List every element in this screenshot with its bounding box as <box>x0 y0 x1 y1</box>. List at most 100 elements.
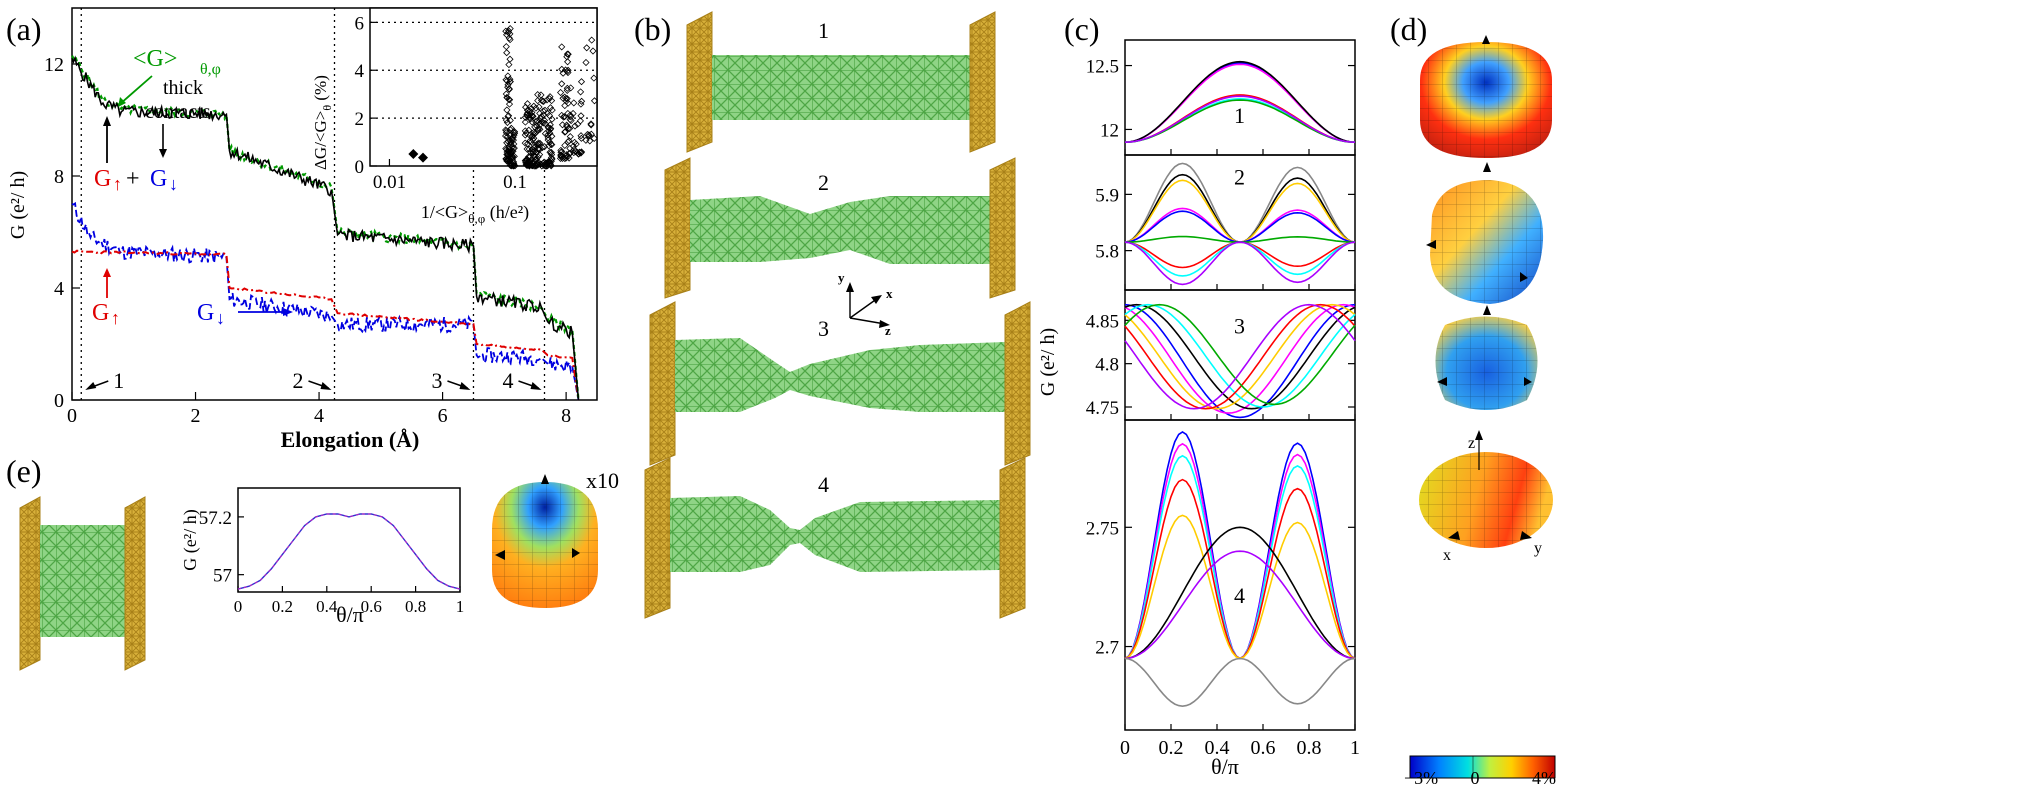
inset-point <box>583 44 591 52</box>
wire-1: 1 <box>686 11 996 153</box>
inset-point <box>585 132 593 140</box>
inset-point <box>577 78 586 86</box>
c-curve <box>1124 303 1356 410</box>
sphere1-mesh <box>1420 42 1552 158</box>
wire4-left-contact <box>644 457 671 619</box>
inset-frame <box>369 7 598 167</box>
sphere-4: z x y <box>1419 430 1553 564</box>
inset-point <box>546 104 555 112</box>
inset-point <box>583 130 592 139</box>
wire3-label: 3 <box>818 316 829 341</box>
inset-point <box>562 94 570 102</box>
gdown-label: G <box>197 300 214 326</box>
panel-label-c: (c) <box>1064 11 1100 47</box>
c-xtick-label: 0.4 <box>1205 737 1230 759</box>
a-ytick-label: 4 <box>54 278 64 300</box>
inset-point <box>506 77 514 86</box>
inset-point <box>546 148 554 156</box>
colorbar-mid: 0 <box>1471 768 1480 785</box>
inset-point <box>507 139 515 147</box>
wire4-label: 4 <box>818 472 829 497</box>
sphere3-z-arrow <box>1483 305 1491 315</box>
inset-point <box>545 95 553 103</box>
wire2-body <box>690 196 990 264</box>
c-curve <box>1124 241 1356 286</box>
e-wire <box>19 496 146 671</box>
a-region-markers: 1 2 3 4 <box>85 368 542 393</box>
inset-point <box>587 120 595 128</box>
inset-point <box>558 80 566 88</box>
triad-x-label: x <box>886 286 893 301</box>
a-gup-annotation: G ↑ <box>92 268 120 328</box>
inset-point <box>538 118 546 126</box>
c-ytick-label: 4.75 <box>1086 398 1119 419</box>
inset-point <box>535 103 543 111</box>
panel-label-a: (a) <box>6 11 42 47</box>
inset-point <box>534 97 542 105</box>
inset-point <box>536 120 544 128</box>
inset-point <box>571 138 579 146</box>
wire3-left-contact <box>649 301 676 466</box>
a-ytick-label: 8 <box>54 166 64 188</box>
c-ytick-label: 4.85 <box>1086 311 1119 332</box>
inset-point <box>508 134 516 142</box>
wire2-left-contact <box>664 157 691 299</box>
c-curve <box>1124 550 1356 660</box>
inset-point <box>547 157 555 165</box>
e-wire-body <box>40 525 125 637</box>
e-xtick-label: 1 <box>456 597 465 616</box>
inset-point <box>505 100 514 108</box>
inset-point <box>577 132 585 140</box>
c-subplot-number: 2 <box>1234 164 1245 189</box>
inset-point <box>569 109 577 118</box>
inset-point <box>540 111 548 119</box>
inset-point <box>525 145 533 153</box>
inset-point <box>564 58 572 66</box>
c-curve <box>1124 303 1356 410</box>
panel-c: (c) 12 12.5 1 5.8 5.9 2 4.75 4.8 4.85 3 2.7 2.75 4 0 0… <box>1037 11 1360 779</box>
inset-point <box>506 55 514 63</box>
inset-point <box>564 50 572 58</box>
e-plot-frame <box>237 487 461 593</box>
avg-subscript: θ,φ <box>200 61 221 78</box>
inset-xtick-label: 0.01 <box>373 172 406 193</box>
triad-x-head <box>871 295 882 304</box>
inset-point <box>546 93 554 101</box>
a-marker-arrowhead <box>85 382 97 390</box>
inset-point <box>548 106 556 114</box>
triad-z-axis <box>849 317 886 325</box>
colorbar-max: 4% <box>1532 768 1556 785</box>
e-left-contact <box>19 496 41 671</box>
c-curve <box>1124 303 1356 410</box>
inset-point <box>502 155 510 163</box>
inset-point <box>564 99 572 107</box>
panel-e: (e) 0 0.2 0.4 0.6 0.8 1 57 57.2 θ/π G (e²/ h) x… <box>6 453 619 671</box>
inset-point <box>548 115 556 123</box>
inset-point <box>521 118 529 126</box>
inset-point <box>586 137 594 145</box>
c-xtick-label: 0 <box>1120 737 1130 759</box>
wire-3: 3 <box>649 301 1031 466</box>
c-xtick-label: 0.8 <box>1297 737 1322 759</box>
inset-point <box>577 100 585 108</box>
inset-point <box>578 97 586 105</box>
sphere-1 <box>1420 35 1552 158</box>
inset-point <box>558 111 566 119</box>
inset-point <box>534 160 542 168</box>
inset-point <box>548 155 556 163</box>
c-curve <box>1124 60 1356 143</box>
c-curve <box>1124 303 1356 408</box>
a-xtick-label: 4 <box>314 405 324 427</box>
sphere4-y-arrow <box>1520 531 1532 540</box>
e-sphere-y-arrow <box>572 548 580 558</box>
inset-point <box>563 84 571 92</box>
inset-point <box>525 162 533 170</box>
triad-y-label: y <box>838 270 845 285</box>
inset-point <box>565 154 573 162</box>
gdown-sym: ↓ <box>216 308 225 328</box>
a-ytick-label: 0 <box>54 390 64 412</box>
inset-point <box>526 153 534 161</box>
inset-point <box>503 118 511 127</box>
inset-point <box>506 30 514 38</box>
